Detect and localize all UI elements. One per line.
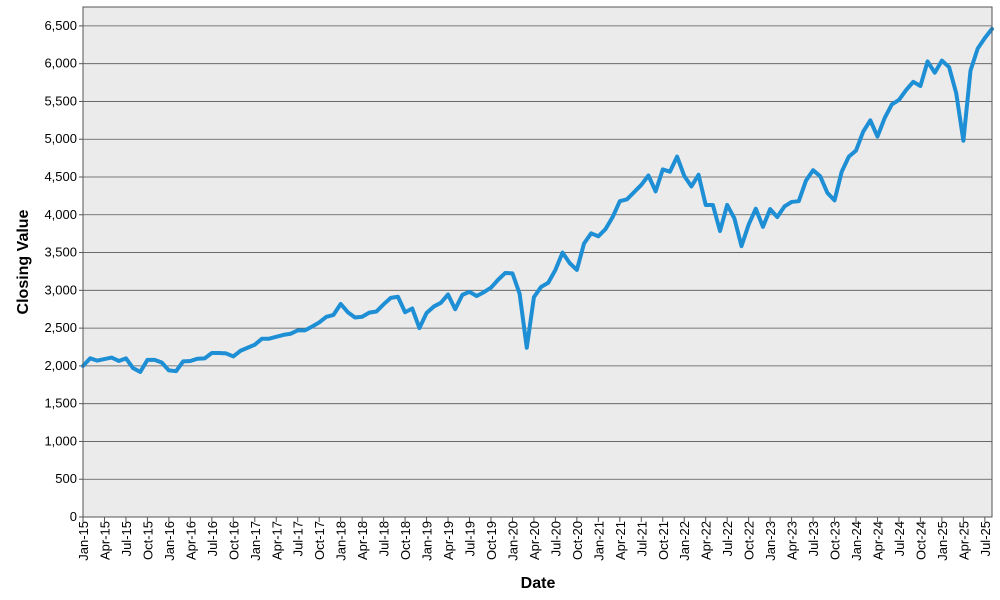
x-tick-label: Apr-24 — [870, 521, 885, 560]
y-axis-title: Closing Value — [15, 209, 32, 314]
x-tick-label: Apr-25 — [956, 521, 971, 560]
x-tick-label: Jul-21 — [634, 521, 649, 556]
y-tick-label: 2,500 — [44, 320, 77, 335]
x-tick-label: Oct-23 — [828, 521, 843, 560]
x-tick-label: Oct-21 — [656, 521, 671, 560]
x-tick-label: Apr-21 — [613, 521, 628, 560]
y-tick-label: 1,000 — [44, 433, 77, 448]
y-tick-label: 6,000 — [44, 56, 77, 71]
y-tick-label: 0 — [70, 509, 77, 524]
x-tick-label: Oct-24 — [913, 521, 928, 560]
y-tick-label: 4,000 — [44, 207, 77, 222]
x-tick-label: Oct-19 — [484, 521, 499, 560]
x-tick-label: Apr-16 — [183, 521, 198, 560]
marks — [81, 26, 994, 374]
x-tick-label: Jan-22 — [677, 521, 692, 561]
x-tick-label: Jan-16 — [162, 521, 177, 561]
x-tick-label: Oct-18 — [398, 521, 413, 560]
x-tick-label: Jan-20 — [505, 521, 520, 561]
x-tick-label: Oct-22 — [742, 521, 757, 560]
y-tick-label: 500 — [55, 471, 77, 486]
x-tick-label: Jan-15 — [76, 521, 91, 561]
x-tick-label: Jan-24 — [849, 521, 864, 561]
x-axis-title: Date — [521, 575, 556, 592]
x-tick-label: Apr-22 — [699, 521, 714, 560]
x-tick-label: Jan-25 — [935, 521, 950, 561]
x-tick-label: Oct-15 — [140, 521, 155, 560]
x-tick-label: Jul-17 — [291, 521, 306, 556]
x-tick-label: Jan-23 — [763, 521, 778, 561]
x-tick-label: Oct-20 — [570, 521, 585, 560]
x-tick-label: Jul-15 — [119, 521, 134, 556]
x-tick-label: Jan-17 — [248, 521, 263, 561]
x-tick-label: Jul-18 — [377, 521, 392, 556]
y-tick-label: 4,500 — [44, 169, 77, 184]
y-tick-label: 3,500 — [44, 245, 77, 260]
y-tick-label: 5,000 — [44, 131, 77, 146]
x-tick-label: Oct-17 — [312, 521, 327, 560]
x-tick-label: Jan-18 — [334, 521, 349, 561]
x-tick-label: Apr-23 — [785, 521, 800, 560]
y-tick-label: 6,500 — [44, 18, 77, 33]
y-tick-label: 5,500 — [44, 93, 77, 108]
x-tick-label: Apr-19 — [441, 521, 456, 560]
x-tick-label: Jan-21 — [591, 521, 606, 561]
x-tick-label: Jul-23 — [806, 521, 821, 556]
x-tick-label: Jul-16 — [205, 521, 220, 556]
x-tick-label: Jul-22 — [720, 521, 735, 556]
x-tick-label: Oct-16 — [226, 521, 241, 560]
y-tick-label: 2,000 — [44, 358, 77, 373]
x-tick-label: Apr-18 — [355, 521, 370, 560]
x-tick-label: Apr-17 — [269, 521, 284, 560]
plot-area — [83, 7, 992, 517]
y-tick-label: 3,000 — [44, 282, 77, 297]
x-tick-label: Apr-20 — [527, 521, 542, 560]
x-tick-label: Jul-19 — [463, 521, 478, 556]
line — [81, 26, 994, 374]
x-tick-label: Jul-20 — [548, 521, 563, 556]
x-tick-label: Apr-15 — [97, 521, 112, 560]
plot-border — [82, 6, 993, 518]
x-tick-label: Jan-19 — [420, 521, 435, 561]
x-tick-label: Jul-25 — [978, 521, 993, 556]
y-tick-label: 1,500 — [44, 396, 77, 411]
x-tick-label: Jul-24 — [892, 521, 907, 556]
